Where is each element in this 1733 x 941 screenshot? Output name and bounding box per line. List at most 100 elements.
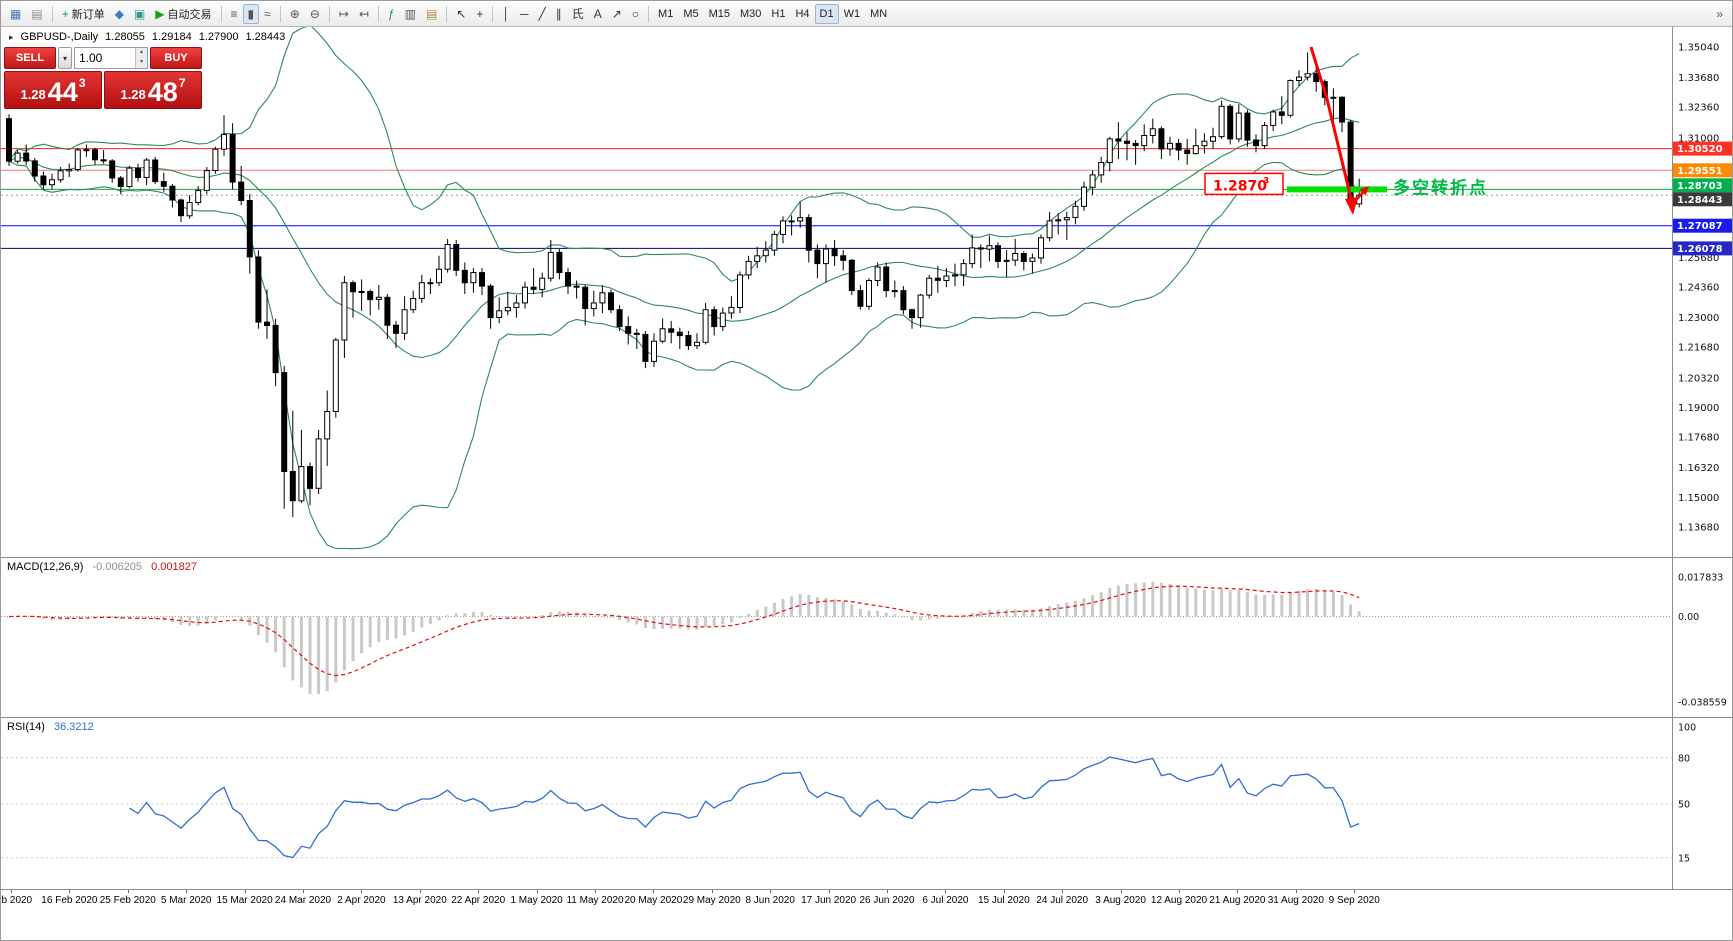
bar-chart-button[interactable]: ≡ (226, 4, 243, 24)
tf-mn-button[interactable]: MN (865, 4, 892, 24)
date-tick (887, 889, 888, 893)
profiles-button[interactable]: ▤ (26, 4, 47, 24)
indicators-button[interactable]: ƒ (383, 4, 400, 24)
candle-body (917, 294, 924, 319)
candlestick-chart-button[interactable]: ▮ (242, 3, 260, 24)
price-axis-line (1672, 27, 1673, 889)
arrow-object-button[interactable]: ↗ (607, 4, 627, 24)
fibonacci-button[interactable]: 氏 (567, 4, 589, 24)
zoom-in-button[interactable]: ⊕ (285, 4, 305, 24)
candle-body (221, 133, 227, 150)
price-chart-pane[interactable]: 1.28703 多空转折点1.350401.336801.323601.31000… (1, 27, 1733, 557)
new-chart-button[interactable]: ▦ (5, 4, 26, 24)
macd-pane[interactable]: 0.017833 0.00 -0.038559 (1, 557, 1733, 717)
date-label: 22 Apr 2020 (451, 895, 506, 906)
buy-price-display[interactable]: 1.28 48 7 (104, 71, 202, 109)
vertical-line-button[interactable]: │ (497, 4, 515, 24)
cursor-button[interactable]: ↖ (451, 4, 471, 24)
candle-body (745, 260, 752, 276)
rsi-axis-label: 100 (1678, 723, 1696, 734)
trendline-button[interactable]: ╱ (533, 4, 550, 24)
date-tick (1120, 889, 1122, 893)
volume-field[interactable]: 1.00 ▴ ▾ (74, 47, 148, 69)
sell-button[interactable]: SELL (4, 47, 56, 69)
candle-body (676, 331, 683, 337)
macd-main-value: -0.006205 (92, 561, 143, 573)
periods-button[interactable]: ▥ (400, 4, 421, 24)
tf-m30-button[interactable]: M30 (735, 4, 766, 24)
bollinger-middle-band (8, 117, 1360, 359)
candle-body (1270, 111, 1277, 126)
tf-m15-button[interactable]: M15 (704, 4, 735, 24)
channel-button[interactable]: ∥ (551, 4, 567, 24)
turning-point-highlight-bar[interactable] (1287, 186, 1387, 193)
volume-value[interactable]: 1.00 (79, 51, 103, 65)
tf-h4-button[interactable]: H4 (790, 4, 814, 24)
candle-body (427, 282, 434, 285)
price-callout-box[interactable] (1204, 172, 1284, 196)
line-chart-button[interactable]: ≈ (259, 4, 276, 24)
tf-h1-button[interactable]: H1 (766, 4, 790, 24)
volume-down-button[interactable]: ▾ (136, 58, 147, 68)
candle-body (401, 309, 408, 334)
chart-shift-button[interactable]: ↤ (354, 4, 374, 24)
templates-button[interactable]: ▤ (421, 4, 442, 24)
sell-price-display[interactable]: 1.28 44 3 (4, 71, 102, 109)
tf-m1-button[interactable]: M1 (653, 4, 678, 24)
autotrading-button[interactable]: ▶ 自动交易 (150, 4, 216, 24)
tf-d1-button[interactable]: D1 (814, 3, 839, 24)
candle-body (384, 296, 391, 326)
candle-body (805, 217, 812, 251)
crosshair-icon: + (476, 6, 484, 21)
date-label: 11 May 2020 (566, 895, 624, 906)
tf-w1-button[interactable]: W1 (839, 4, 866, 24)
toolbar-separator (279, 5, 281, 22)
auto-scroll-button[interactable]: ↦ (334, 4, 354, 24)
candle-body (1158, 128, 1165, 150)
zoom-out-button[interactable]: ⊖ (305, 4, 325, 24)
candle-body (1081, 186, 1087, 207)
buy-button[interactable]: BUY (150, 47, 202, 69)
pane-separator[interactable] (1, 557, 1732, 558)
date-tick (419, 889, 421, 893)
candle-body (530, 286, 537, 290)
turning-point-note[interactable]: 多空转折点 (1393, 177, 1488, 198)
pane-separator[interactable] (1, 717, 1732, 718)
toolbar-separator (377, 5, 379, 22)
zoom-out-icon: ⊖ (309, 6, 320, 21)
date-label: 20 May 2020 (624, 895, 683, 906)
candle-body (866, 280, 872, 307)
data-window-button[interactable]: ▣ (129, 4, 150, 24)
ellipse-button[interactable]: ○ (627, 4, 644, 24)
tf-m5-button[interactable]: M5 (678, 4, 703, 24)
candle-body (943, 275, 950, 281)
candle-body (831, 248, 838, 257)
candle-body (298, 466, 305, 502)
new-order-button[interactable]: + 新订单 (57, 4, 110, 24)
text-button[interactable]: A (589, 4, 607, 24)
down-trend-arrow[interactable] (1309, 46, 1355, 208)
candle-body (1012, 253, 1019, 261)
toolbar-overflow-button[interactable]: » (1711, 4, 1728, 24)
market-watch-button[interactable]: ◆ (110, 4, 129, 24)
candle-body (969, 247, 976, 265)
candle-body (117, 177, 124, 187)
trade-options-dropdown[interactable]: ▾ (58, 47, 72, 69)
tf-d1-button-label: D1 (819, 7, 834, 20)
candle-body (590, 302, 597, 310)
crosshair-button[interactable]: + (471, 4, 488, 24)
date-label: 17 Jun 2020 (801, 895, 857, 906)
horizontal-line-button[interactable]: ─ (515, 4, 534, 24)
candle-body (1210, 136, 1216, 142)
bar-low: 1.27900 (198, 31, 239, 43)
rsi-pane[interactable]: 100 80 50 15 (1, 717, 1733, 889)
volume-up-button[interactable]: ▴ (136, 48, 147, 58)
price-axis-label: 1.31000 (1678, 133, 1719, 144)
tf-m30-button-label: M30 (740, 7, 762, 20)
price-axis-label: 1.25680 (1678, 253, 1719, 264)
price-tag (1673, 163, 1732, 178)
candle-body (599, 292, 606, 304)
candle-body (1089, 174, 1096, 188)
date-label: 3 Aug 2020 (1095, 895, 1146, 906)
